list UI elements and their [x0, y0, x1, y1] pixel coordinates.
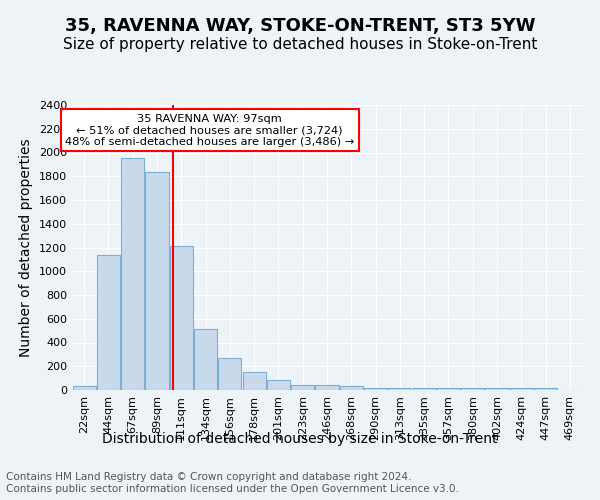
- Bar: [364, 388, 387, 390]
- Bar: [145, 172, 169, 390]
- Bar: [170, 246, 193, 390]
- Text: Contains HM Land Registry data © Crown copyright and database right 2024.
Contai: Contains HM Land Registry data © Crown c…: [6, 472, 459, 494]
- Bar: [242, 372, 266, 390]
- Bar: [340, 386, 363, 390]
- Bar: [267, 380, 290, 390]
- Text: Distribution of detached houses by size in Stoke-on-Trent: Distribution of detached houses by size …: [102, 432, 498, 446]
- Bar: [388, 388, 412, 390]
- Bar: [534, 388, 557, 390]
- Bar: [437, 388, 460, 390]
- Text: 35 RAVENNA WAY: 97sqm
← 51% of detached houses are smaller (3,724)
48% of semi-d: 35 RAVENNA WAY: 97sqm ← 51% of detached …: [65, 114, 355, 147]
- Text: 35, RAVENNA WAY, STOKE-ON-TRENT, ST3 5YW: 35, RAVENNA WAY, STOKE-ON-TRENT, ST3 5YW: [65, 18, 535, 36]
- Bar: [485, 388, 509, 390]
- Bar: [73, 386, 95, 390]
- Bar: [218, 358, 241, 390]
- Bar: [97, 254, 120, 390]
- Bar: [413, 388, 436, 390]
- Y-axis label: Number of detached properties: Number of detached properties: [19, 138, 34, 357]
- Bar: [291, 384, 314, 390]
- Bar: [121, 158, 144, 390]
- Text: Size of property relative to detached houses in Stoke-on-Trent: Size of property relative to detached ho…: [63, 38, 537, 52]
- Bar: [316, 385, 338, 390]
- Bar: [461, 388, 484, 390]
- Bar: [510, 388, 533, 390]
- Bar: [194, 330, 217, 390]
